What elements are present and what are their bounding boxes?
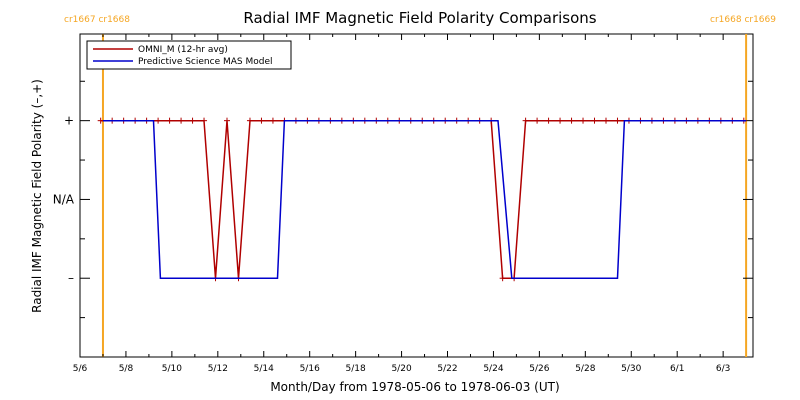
carrington-label-part: cr1667 xyxy=(64,15,96,25)
omni-data-point xyxy=(166,117,173,124)
x-tick-label: 5/18 xyxy=(346,364,366,374)
series-layer xyxy=(97,117,747,282)
y-tick-label: N/A xyxy=(53,192,75,206)
omni-data-point xyxy=(97,117,104,124)
carrington-lines xyxy=(101,34,748,357)
chart-title: Radial IMF Magnetic Field Polarity Compa… xyxy=(243,9,596,27)
x-tick-label: 5/16 xyxy=(300,364,320,374)
omni-data-point xyxy=(246,117,253,124)
omni-data-point xyxy=(269,117,276,124)
omni-data-point xyxy=(155,117,162,124)
omni-data-point xyxy=(602,117,609,124)
x-tick-label: 5/20 xyxy=(391,364,411,374)
y-tick-label: – xyxy=(68,271,74,285)
x-tick-label: 5/28 xyxy=(575,364,595,374)
carrington-labels: cr1667 cr1668 cr1668 cr1669 xyxy=(64,15,776,25)
carrington-rotation-label: cr1668 cr1669 xyxy=(710,15,776,25)
x-tick-label: 5/8 xyxy=(119,364,134,374)
omni-data-point xyxy=(499,275,506,282)
omni-data-point xyxy=(591,117,598,124)
omni-data-point xyxy=(178,117,185,124)
x-tick-label: 6/1 xyxy=(670,364,684,374)
legend-label-mas: Predictive Science MAS Model xyxy=(138,57,273,67)
y-axis-ticks: + N/A – xyxy=(53,80,753,319)
series-line-mas xyxy=(103,119,747,279)
legend-label-omni: OMNI_M (12-hr avg) xyxy=(138,45,228,55)
carrington-label-part: cr1669 xyxy=(744,15,776,25)
omni-data-point xyxy=(614,117,621,124)
omni-data-point xyxy=(580,117,587,124)
omni-data-point xyxy=(534,117,541,124)
legend: OMNI_M (12-hr avg) Predictive Science MA… xyxy=(86,40,292,70)
omni-data-point xyxy=(189,117,196,124)
y-tick-label: + xyxy=(64,114,74,128)
x-tick-label: 5/22 xyxy=(437,364,457,374)
x-tick-label: 5/10 xyxy=(162,364,182,374)
omni-data-point xyxy=(258,117,265,124)
x-tick-label: 6/3 xyxy=(716,364,730,374)
carrington-label-part: cr1668 xyxy=(710,15,742,25)
x-tick-label: 5/26 xyxy=(529,364,549,374)
omni-data-point xyxy=(522,117,529,124)
x-tick-label: 5/24 xyxy=(483,364,503,374)
x-axis-ticks: 5/6 5/8 5/10 5/12 5/14 5/16 5/18 5/20 5/22 5/24 5/… xyxy=(73,34,730,374)
x-axis-label: Month/Day from 1978-05-06 to 1978-06-03 … xyxy=(270,380,559,394)
plot-frame xyxy=(79,33,754,358)
y-axis-label: Radial IMF Magnetic Field Polarity (–,+) xyxy=(30,79,44,313)
omni-data-point xyxy=(201,117,208,124)
x-tick-label: 5/6 xyxy=(73,364,88,374)
omni-data-point xyxy=(545,117,552,124)
carrington-label-part: cr1668 xyxy=(98,15,130,25)
omni-data-point xyxy=(568,117,575,124)
x-tick-label: 5/12 xyxy=(208,364,228,374)
omni-data-point xyxy=(224,117,231,124)
carrington-rotation-label: cr1667 cr1668 xyxy=(64,15,130,25)
omni-data-point xyxy=(557,117,564,124)
x-tick-label: 5/14 xyxy=(254,364,274,374)
x-tick-label: 5/30 xyxy=(621,364,641,374)
legend-box xyxy=(86,40,292,70)
